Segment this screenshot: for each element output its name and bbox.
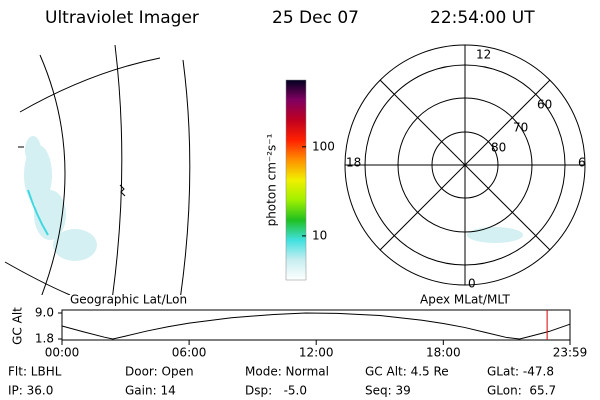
geographic-panel: [4, 44, 191, 295]
info-field: Gain: 14: [125, 384, 176, 398]
panel-title: Geographic Lat/Lon: [70, 293, 187, 307]
aurora-core: [27, 189, 49, 236]
mlt-label: 0: [468, 277, 476, 291]
grid-line: [19, 57, 161, 113]
y-tick-label: 1.8: [35, 332, 54, 346]
grid-line: [112, 44, 123, 295]
aurora: [24, 136, 97, 261]
grid-line: [180, 59, 191, 295]
colorbar-tick-label: 10: [312, 228, 327, 242]
y-axis-label: GC Alt: [11, 307, 25, 345]
colorbar: photon cm⁻²s⁻¹ 10 100: [265, 79, 335, 281]
info-field: Dsp: -5.0: [245, 384, 307, 398]
y-tick-label: 9.0: [35, 306, 54, 320]
date: 25 Dec 07: [272, 8, 359, 28]
info-field: GLat: -47.8: [487, 365, 554, 379]
mlt-label: 6: [578, 156, 586, 170]
polar-plot: 12 18 6 0 60 70 80: [344, 44, 586, 291]
x-tick-label: 18:00: [426, 346, 461, 360]
info-panel: Flt: LBHL Door: Open Mode: Normal GC Alt: 4…: [8, 365, 556, 398]
info-field: GC Alt: 4.5 Re: [365, 365, 449, 379]
x-tick-label: 12:00: [299, 346, 334, 360]
panel-title: Apex MLat/MLT: [420, 293, 510, 307]
x-tick-label: 23:59: [553, 346, 588, 360]
time: 22:54:00 UT: [430, 8, 535, 28]
colorbar-tick-label: 100: [312, 139, 335, 153]
lat-label: 70: [513, 121, 528, 135]
mlt-label: 12: [476, 48, 491, 62]
timeline-frame: [61, 309, 571, 341]
lat-label: 80: [491, 141, 506, 155]
aurora: [467, 227, 523, 243]
grid-line: [4, 261, 71, 295]
info-field: Door: Open: [125, 365, 194, 379]
info-field: Flt: LBHL: [8, 365, 62, 379]
instrument-title: Ultraviolet Imager: [45, 8, 199, 28]
colorbar-fill: [285, 79, 307, 281]
info-field: Mode: Normal: [245, 365, 329, 379]
x-tick-label: 06:00: [172, 346, 207, 360]
info-field: GLon: 65.7: [487, 384, 556, 398]
info-field: Seq: 39: [365, 384, 411, 398]
info-field: IP: 36.0: [8, 384, 53, 398]
colorbar-label: photon cm⁻²s⁻¹: [265, 133, 279, 226]
lat-label: 60: [537, 98, 552, 112]
x-tick-label: 00:00: [45, 346, 80, 360]
marker: [119, 184, 126, 197]
altitude-line: [61, 312, 571, 340]
mlt-label: 18: [346, 156, 361, 170]
grid-line: [39, 54, 66, 295]
